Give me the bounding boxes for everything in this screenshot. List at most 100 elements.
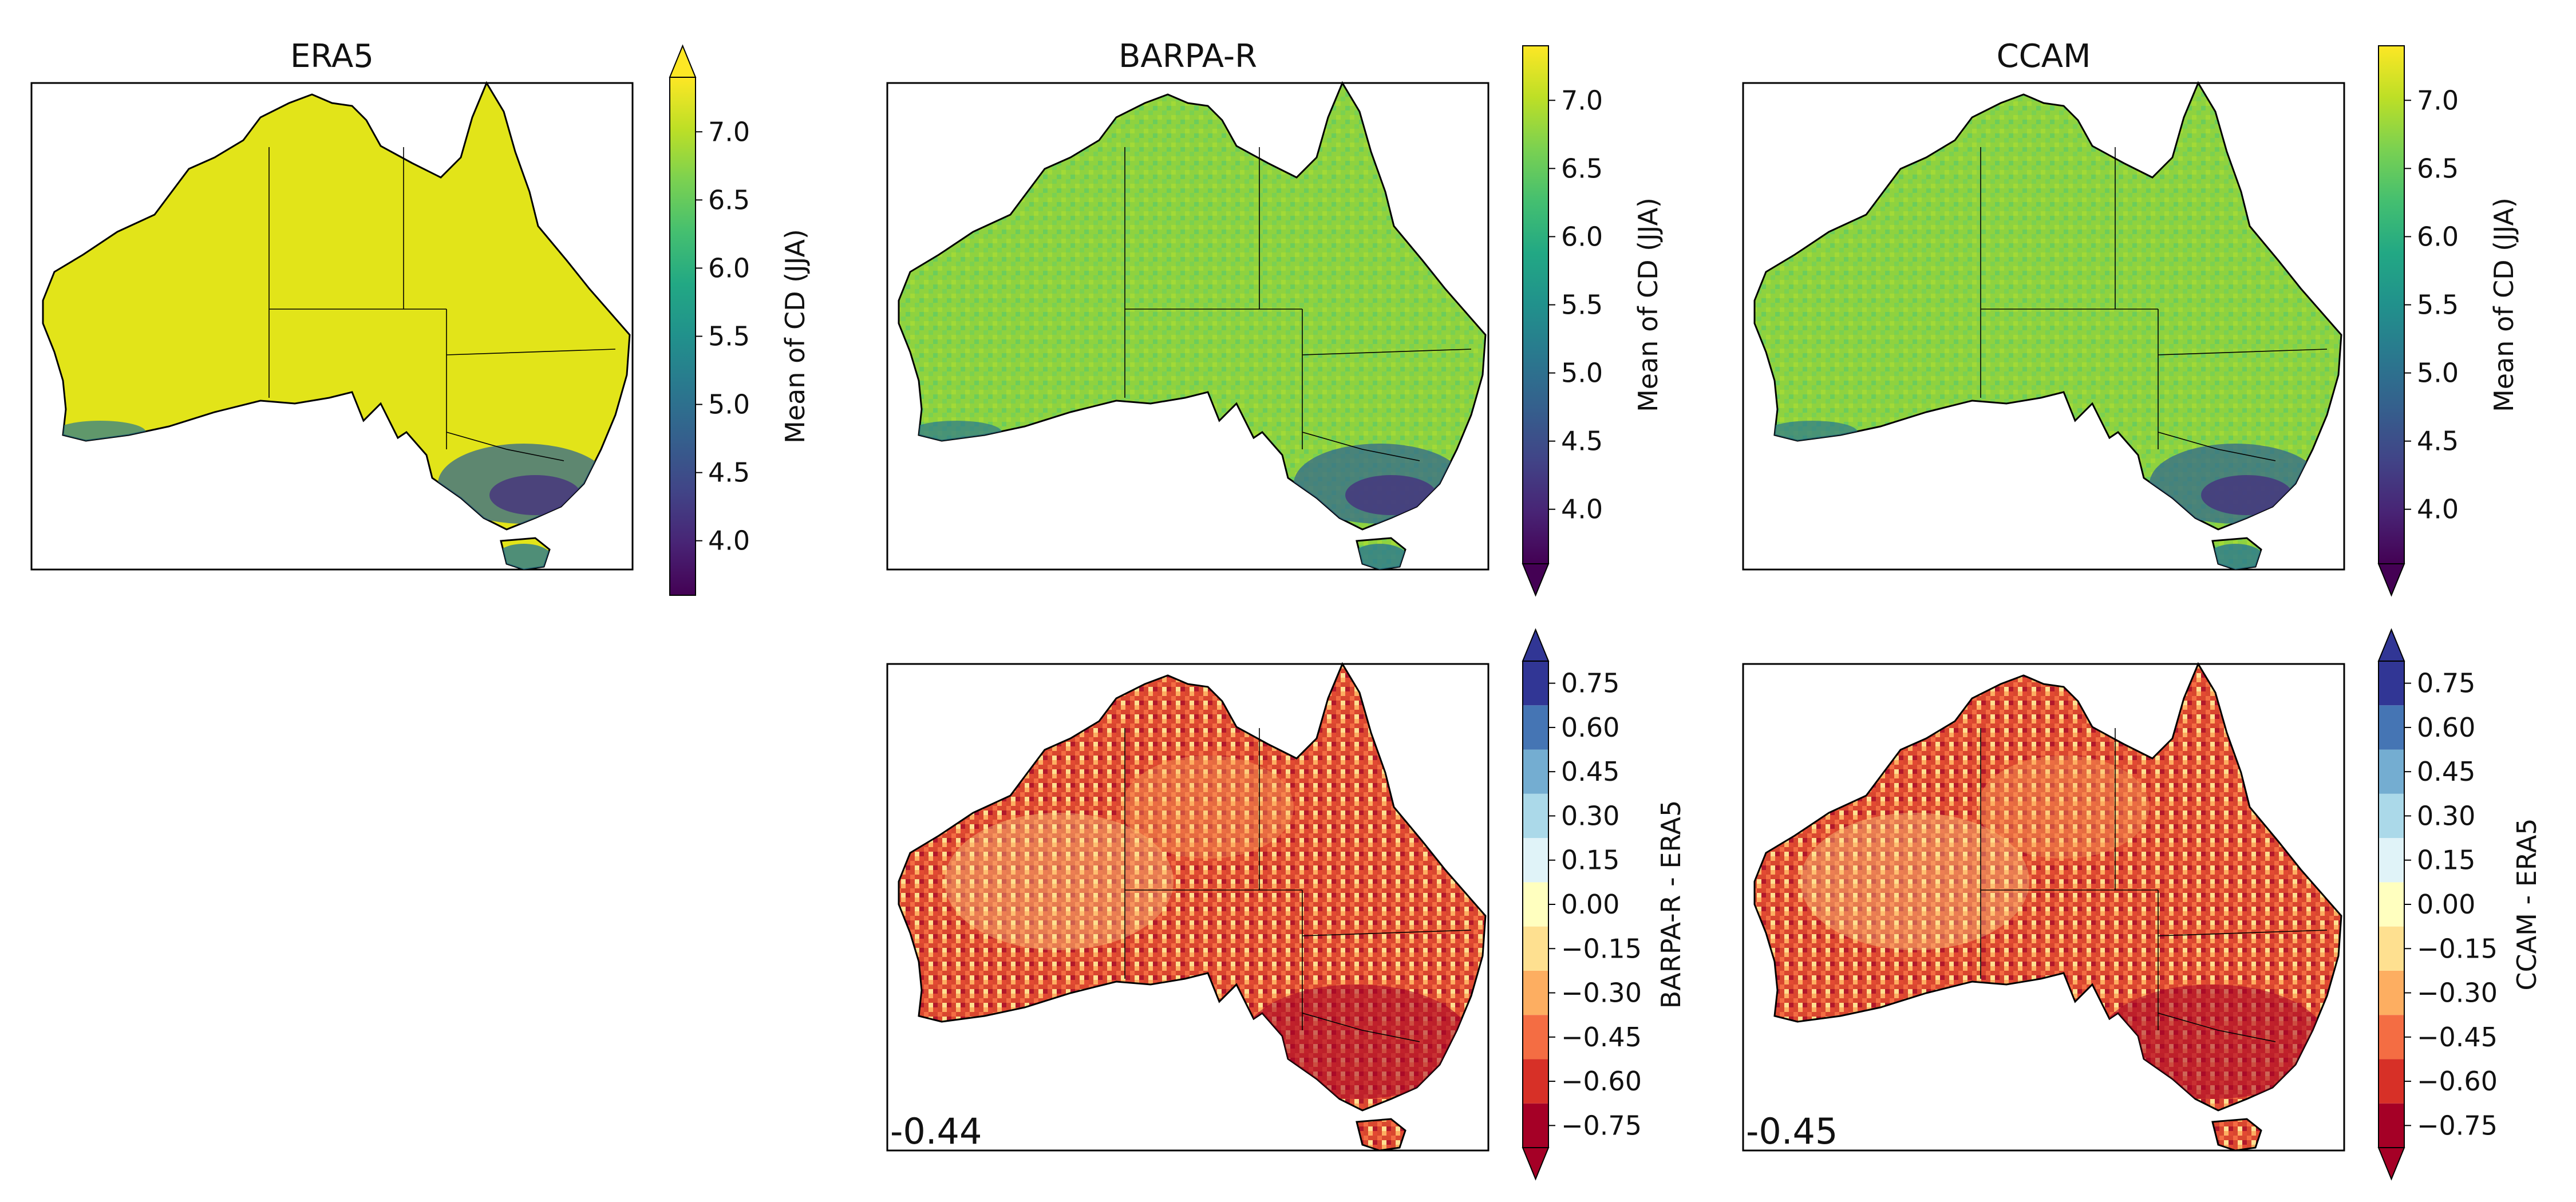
- colorbar-segment: [2379, 793, 2404, 839]
- colorbar-tick-label: 0.45: [1561, 756, 1619, 787]
- colorbar-segment: [2379, 926, 2404, 971]
- map-ccam_diff: -0.45: [1742, 663, 2345, 1152]
- colorbar-tick-label: −0.45: [2417, 1022, 2498, 1053]
- colorbar-tick-label: 0.15: [1561, 845, 1619, 876]
- colorbar-tick-label: 6.0: [1561, 221, 1603, 252]
- colorbar-tick-label: −0.15: [1561, 933, 1642, 964]
- colorbar-tick-label: 0.15: [2417, 845, 2475, 876]
- colorbar-extend-max: [1522, 628, 1550, 662]
- panel-ccam: CCAM 4.0 4.5 5.0 5.5 6.0 6.5 7.0 Mean of CD (JJA…: [1742, 38, 2519, 597]
- colorbar-tick-label: 0.60: [2417, 712, 2475, 743]
- colorbar-tick-label: 6.5: [2417, 153, 2459, 184]
- tasmania: [2211, 1118, 2262, 1152]
- panel-title: BARPA-R: [1119, 38, 1257, 75]
- colorbar-tick-label: 7.0: [2417, 85, 2459, 116]
- colorbar-segment: [1523, 1059, 1548, 1104]
- colorbar-segment: [1523, 838, 1548, 883]
- colorbar-extend-max: [669, 44, 697, 78]
- colorbar-tick-label: 6.5: [1561, 153, 1603, 184]
- colorbar-extend-min: [2377, 563, 2405, 597]
- colorbar-label: CCAM - ERA5: [2511, 818, 2542, 990]
- colorbar-tick-label: 4.5: [1561, 426, 1603, 457]
- colorbar-segment: [2379, 705, 2404, 750]
- colorbar-segment: [2379, 661, 2404, 706]
- colorbar-label: Mean of CD (JJA): [2488, 197, 2519, 412]
- map-barpa: [886, 82, 1490, 571]
- colorbar-tick-label: 4.0: [1561, 494, 1603, 525]
- colorbar-tick-label: −0.75: [2417, 1110, 2498, 1141]
- colorbar-tick-label: 5.0: [1561, 358, 1603, 389]
- colorbar-label: Mean of CD (JJA): [780, 229, 811, 444]
- colorbar-tick-label: 6.5: [708, 184, 750, 215]
- colorbar-segment: [1523, 793, 1548, 839]
- panel-barpa_diff: -0.44 −0.75 −0.60 −0.45 −0.30 −0.15 0.00 0.15 0.…: [886, 628, 1686, 1181]
- colorbar-extend-min: [1522, 1147, 1550, 1181]
- mean-bias-value: -0.45: [1746, 1110, 1838, 1152]
- colorbar-tick-label: 0.00: [1561, 889, 1619, 920]
- colorbar-tick-label: −0.75: [1561, 1110, 1642, 1141]
- panel-barpa: BARPA-R 4.0 4.5 5.0 5.5 6.0 6.5 7.0 Mean of CD (…: [886, 38, 1664, 597]
- colorbar-tick-label: 6.0: [2417, 221, 2459, 252]
- colorbar-segment: [2379, 970, 2404, 1015]
- colorbar-tick-label: 0.45: [2417, 756, 2475, 787]
- colorbar-tick-label: 0.60: [1561, 712, 1619, 743]
- colorbar-tick-label: −0.30: [2417, 978, 2498, 1009]
- colorbar-tick-label: −0.60: [1561, 1066, 1642, 1097]
- colorbar-segment: [1523, 705, 1548, 750]
- colorbar-tick-label: 0.30: [1561, 800, 1619, 831]
- colorbar-segment: [1523, 661, 1548, 706]
- colorbar-label: Mean of CD (JJA): [1633, 197, 1664, 412]
- colorbar-tick-label: −0.15: [2417, 933, 2498, 964]
- colorbar-tick-label: 5.0: [708, 389, 750, 420]
- colorbar-tick-label: 4.5: [2417, 426, 2459, 457]
- colorbar-ccam_diff: −0.75 −0.60 −0.45 −0.30 −0.15 0.00 0.15 0.30 0.4…: [2377, 628, 2542, 1181]
- colorbar-tick-label: −0.45: [1561, 1022, 1642, 1053]
- colorbar-segment: [2379, 882, 2404, 927]
- panel-title: ERA5: [290, 38, 374, 75]
- colorbar-gradient: [1522, 45, 1549, 564]
- colorbar-segment: [2379, 749, 2404, 794]
- colorbar-tick-label: 4.5: [708, 457, 750, 488]
- colorbar-tick-label: 0.75: [2417, 668, 2475, 699]
- colorbar-extend-min: [2377, 1147, 2405, 1181]
- map-barpa_diff: -0.44: [886, 663, 1490, 1152]
- colorbar-tick-label: 5.0: [2417, 358, 2459, 389]
- colorbar-gradient: [669, 77, 696, 596]
- colorbar-barpa_diff: −0.75 −0.60 −0.45 −0.30 −0.15 0.00 0.15 0.30 0.4…: [1522, 628, 1686, 1181]
- colorbar-tick-label: 0.75: [1561, 668, 1619, 699]
- colorbar-segment: [2379, 1015, 2404, 1059]
- colorbar-tick-label: −0.60: [2417, 1066, 2498, 1097]
- colorbar-tick-label: 5.5: [2417, 290, 2459, 321]
- colorbar-segment: [2379, 838, 2404, 883]
- panel-ccam_diff: -0.45 −0.75 −0.60 −0.45 −0.30 −0.15 0.00 0.15 0.…: [1742, 628, 2542, 1181]
- colorbar-tick-label: 7.0: [1561, 85, 1603, 116]
- colorbar-tick-label: 0.00: [2417, 889, 2475, 920]
- colorbar-segment: [1523, 749, 1548, 794]
- colorbar-segment: [1523, 882, 1548, 927]
- colorbar-segment: [2379, 1103, 2404, 1148]
- colorbar-segment: [1523, 1103, 1548, 1148]
- colorbar-segment: [1523, 1015, 1548, 1059]
- tasmania: [1356, 1118, 1406, 1152]
- colorbar-label: BARPA-R - ERA5: [1656, 800, 1686, 1009]
- colorbar-tick-label: 6.0: [708, 252, 750, 283]
- colorbar-segment: [2379, 1059, 2404, 1104]
- colorbar-ccam: 4.0 4.5 5.0 5.5 6.0 6.5 7.0 Mean of CD (JJA): [2377, 45, 2519, 597]
- colorbar-tick-label: 5.5: [1561, 290, 1603, 321]
- colorbar-barpa: 4.0 4.5 5.0 5.5 6.0 6.5 7.0 Mean of CD (JJA): [1522, 45, 1664, 597]
- colorbar-tick-label: 4.0: [2417, 494, 2459, 525]
- colorbar-tick-label: 5.5: [708, 321, 750, 352]
- map-era5: [30, 82, 634, 571]
- colorbar-era5: 4.0 4.5 5.0 5.5 6.0 6.5 7.0 Mean of CD (JJA): [669, 44, 811, 596]
- colorbar-gradient: [2378, 45, 2405, 564]
- colorbar-segment: [1523, 926, 1548, 971]
- colorbar-tick-label: −0.30: [1561, 978, 1642, 1009]
- panel-era5: ERA5 4.0 4.5 5.0 5.5 6.0 6.5 7.0 Mean of CD (JJA…: [30, 38, 811, 596]
- colorbar-segment: [1523, 970, 1548, 1015]
- map-ccam: [1742, 82, 2345, 571]
- panel-title: CCAM: [1997, 38, 2091, 75]
- colorbar-extend-min: [1522, 563, 1550, 597]
- colorbar-tick-label: 7.0: [708, 116, 750, 147]
- colorbar-tick-label: 4.0: [708, 525, 750, 556]
